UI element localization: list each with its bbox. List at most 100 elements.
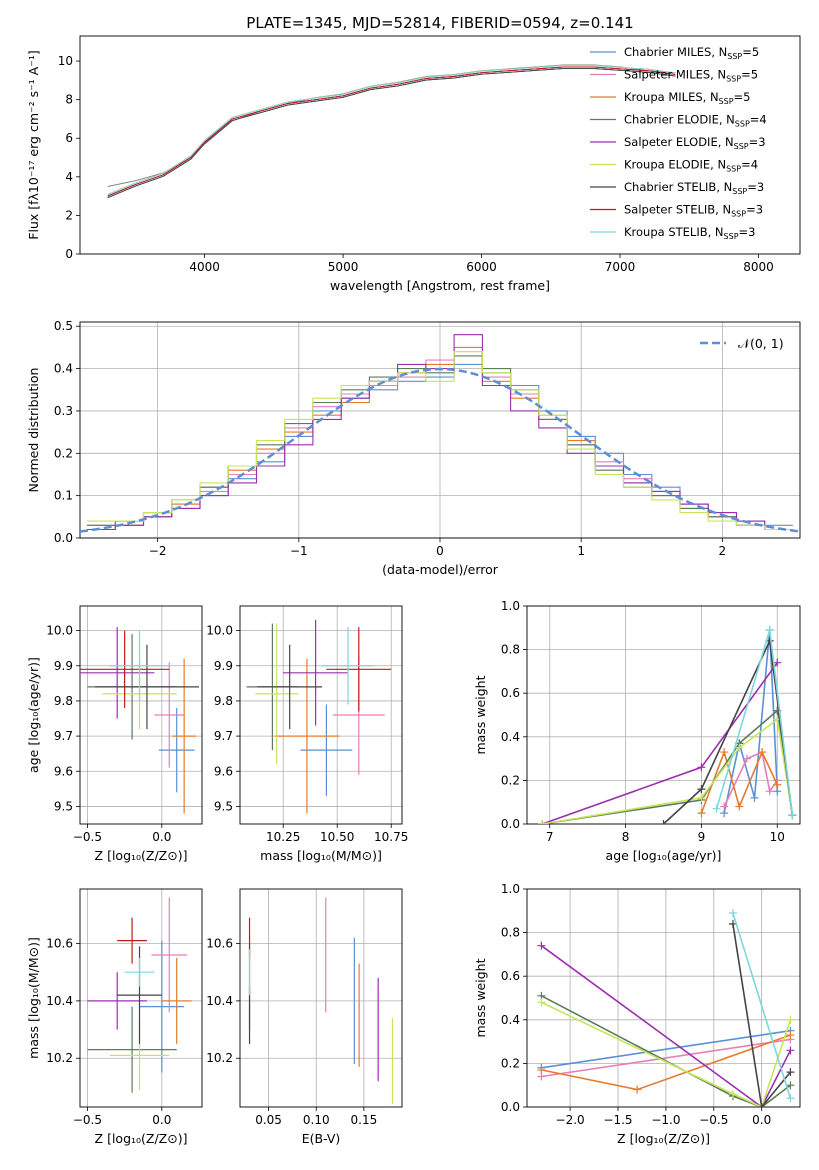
x-tick-label: 7000 — [605, 260, 636, 274]
y-tick-label: 9.7 — [54, 729, 73, 743]
weight-series-line — [541, 1001, 792, 1107]
y-tick-label: 0.6 — [501, 686, 520, 700]
y-tick-label: 0.4 — [501, 730, 520, 744]
legend-label: Kroupa STELIB, NSSP=3 — [624, 225, 755, 241]
weight-point-marker — [697, 793, 706, 802]
x-tick-label: 6000 — [466, 260, 497, 274]
x-tick-label: 0.0 — [752, 1113, 771, 1127]
weight-point-marker — [735, 802, 744, 811]
residual-histogram — [87, 355, 793, 531]
plot-area — [87, 897, 192, 1093]
x-axis-label: Z [log₁₀(Z/Z⊙)] — [617, 1131, 710, 1146]
weight-point-marker — [757, 1103, 766, 1107]
weight-series-line — [715, 629, 794, 816]
y-tick-label: 9.8 — [214, 694, 233, 708]
weight-point-marker — [758, 748, 767, 757]
x-tick-label: −0.5 — [699, 1113, 728, 1127]
weight-series-line — [541, 1029, 791, 1069]
weight-point-marker — [697, 763, 706, 772]
y-tick-label: 8 — [65, 93, 73, 107]
y-tick-label: 0.8 — [501, 926, 520, 940]
axes-frame — [239, 605, 403, 825]
legend-label: Salpeter ELODIE, NSSP=3 — [624, 135, 766, 151]
weight-series-line — [542, 717, 794, 824]
weight-point-marker — [538, 820, 547, 824]
weight-point-marker — [537, 1065, 546, 1074]
weight-series-line — [541, 1038, 791, 1078]
plot-area — [538, 625, 797, 824]
y-tick-label: 9.9 — [54, 659, 73, 673]
x-tick-label: 10.50 — [320, 830, 354, 844]
y-tick-label: 0.0 — [501, 1100, 520, 1114]
x-axis-label: E(B-V) — [302, 1131, 341, 1146]
weight-point-marker — [735, 743, 744, 752]
weight-series-line — [542, 709, 794, 824]
y-tick-label: 0.2 — [501, 773, 520, 787]
x-tick-label: 10 — [770, 830, 785, 844]
spectrum-model-line — [107, 66, 676, 197]
legend-label: Chabrier STELIB, NSSP=3 — [624, 180, 764, 196]
y-tick-label: 0.5 — [54, 319, 73, 333]
x-tick-label: 0.0 — [152, 1113, 171, 1127]
spectrum-data-line — [107, 64, 676, 187]
y-tick-label: 0.4 — [501, 1013, 520, 1027]
weight-series-line — [732, 912, 792, 1099]
y-tick-label: 4 — [65, 170, 73, 184]
spectrum-model-line — [107, 67, 676, 199]
weight-point-marker — [697, 809, 706, 818]
weight-point-marker — [697, 785, 706, 794]
weight-point-marker — [765, 625, 774, 634]
x-tick-label: 10.25 — [266, 830, 300, 844]
y-tick-label: 10.6 — [206, 937, 233, 951]
axes-frame — [526, 605, 801, 825]
y-tick-label: 10 — [58, 54, 73, 68]
legend-label: Chabrier MILES, NSSP=5 — [624, 45, 759, 61]
y-tick-label: 10.2 — [206, 1051, 233, 1065]
x-axis-label: mass [log₁₀(M/M⊙)] — [260, 848, 382, 863]
legend-label: Salpeter MILES, NSSP=5 — [624, 68, 758, 84]
axes-frame — [79, 605, 203, 825]
y-tick-label: 9.6 — [214, 764, 233, 778]
y-tick-label: 0.6 — [501, 969, 520, 983]
spectrum-model-line — [107, 67, 676, 199]
y-tick-label: 0.2 — [54, 446, 73, 460]
panel-mass-vs-EBV: 0.05 0.10 0.15 10.2 10.4 10.6 E(B-V) — [206, 888, 403, 1146]
weight-point-marker — [788, 811, 797, 820]
x-tick-label: 4000 — [189, 260, 220, 274]
y-tick-label: 0.2 — [501, 1056, 520, 1070]
y-tick-label: 10.4 — [46, 994, 73, 1008]
legend-label-normal: 𝒩(0, 1) — [738, 336, 784, 351]
plot-area — [80, 627, 200, 814]
y-tick-label: 6 — [65, 131, 73, 145]
y-tick-label: 9.5 — [214, 799, 233, 813]
y-tick-label: 10.0 — [46, 624, 73, 638]
panel-spectrum: 4000 5000 6000 7000 8000 0 2 4 6 8 10 wavelength [A… — [26, 35, 801, 293]
weight-series-line — [541, 995, 791, 1107]
spectrum-model-line — [107, 64, 676, 196]
x-tick-label: −0.5 — [73, 830, 102, 844]
x-tick-label: 0.0 — [152, 830, 171, 844]
axes-frame — [526, 888, 801, 1108]
y-tick-label: 9.7 — [214, 729, 233, 743]
x-tick-label: 2 — [719, 544, 727, 558]
weight-point-marker — [720, 748, 729, 757]
y-tick-label: 0.1 — [54, 489, 73, 503]
spectrum-model-line — [107, 67, 676, 199]
x-tick-label: −1.5 — [603, 1113, 632, 1127]
y-tick-label: 0.3 — [54, 404, 73, 418]
axes-frame — [79, 888, 203, 1108]
x-tick-label: 0.10 — [303, 1113, 330, 1127]
panel-residuals: −2 −1 0 1 2 0.0 0.1 0.2 0.3 0.4 0.5 (data-model)/er… — [26, 319, 801, 577]
figure-title: PLATE=1345, MJD=52814, FIBERID=0594, z=0… — [246, 14, 633, 32]
y-axis-label: mass [log₁₀(M/M⊙)] — [26, 937, 41, 1059]
y-tick-label: 10.4 — [206, 994, 233, 1008]
spectrum-model-line — [107, 66, 676, 197]
x-tick-label: 9 — [698, 830, 706, 844]
legend-label: Kroupa MILES, NSSP=5 — [624, 90, 750, 106]
y-axis-label: age [log₁₀(age/yr)] — [26, 657, 41, 773]
x-tick-label: 0.15 — [351, 1113, 378, 1127]
axes-frame — [79, 321, 801, 539]
plot-area — [107, 64, 676, 199]
y-tick-label: 0.0 — [54, 531, 73, 545]
